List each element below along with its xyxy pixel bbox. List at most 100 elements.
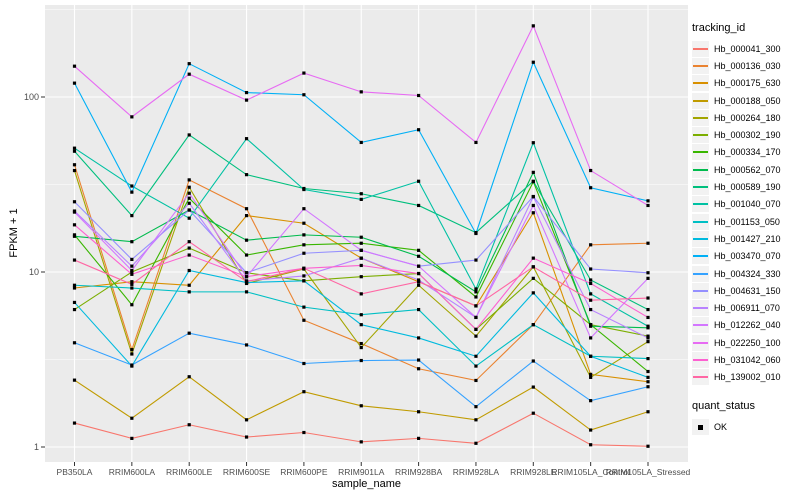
data-point: [646, 385, 650, 389]
data-point: [359, 140, 363, 145]
data-point: [589, 324, 593, 328]
data-point: [72, 163, 77, 167]
x-axis-title: sample_name: [331, 478, 402, 490]
legend-key-swatch: [692, 369, 709, 386]
legend-items: Hb_000041_300 Hb_000136_030 Hb_000175_630 H…: [692, 40, 800, 386]
data-point: [531, 291, 535, 295]
data-point: [589, 428, 593, 432]
data-point: [359, 256, 363, 260]
legend-key-line-icon: [693, 116, 708, 119]
legend-item-label: Hb_000334_170: [714, 147, 781, 158]
legend-key-line-icon: [693, 376, 708, 379]
data-point: [187, 268, 191, 273]
data-point: [417, 271, 421, 276]
data-point: [130, 264, 134, 268]
data-point: [72, 149, 77, 153]
legend-item-label: Hb_000264_180: [714, 112, 781, 123]
data-point: [244, 214, 249, 218]
legend-item-label: Hb_000188_050: [714, 95, 781, 106]
legend-key-swatch: [692, 109, 709, 126]
x-tick-label: RRIM928LE: [510, 467, 557, 477]
data-point: [646, 336, 650, 340]
legend-key-swatch: [692, 40, 709, 57]
data-point: [589, 278, 593, 282]
data-point: [187, 253, 191, 257]
data-point: [417, 358, 421, 362]
data-point: [244, 418, 249, 422]
legend-key-swatch: [692, 144, 709, 161]
data-point: [130, 303, 134, 307]
data-point: [244, 271, 249, 275]
data-point: [72, 64, 77, 68]
data-point: [130, 286, 134, 290]
data-point: [589, 243, 593, 247]
legend-key-line-icon: [693, 186, 708, 189]
legend-item-Hb_000041_300: Hb_000041_300: [692, 40, 800, 57]
legend-item-label: Hb_000041_300: [714, 43, 781, 54]
legend-key-line-icon: [693, 134, 708, 137]
data-point: [187, 240, 191, 244]
y-tick-label: 100: [24, 92, 39, 102]
data-point: [474, 327, 478, 331]
legend-item-Hb_001427_210: Hb_001427_210: [692, 230, 800, 247]
x-tick-label: RRIM600SE: [223, 467, 271, 477]
quant-ok-key-swatch: [692, 418, 709, 435]
data-point: [302, 318, 306, 322]
legend-item-Hb_022250_100: Hb_022250_100: [692, 334, 800, 351]
legend-key-swatch: [692, 282, 709, 299]
data-point: [474, 258, 478, 262]
data-point: [187, 331, 191, 335]
data-point: [474, 231, 478, 236]
data-point: [72, 307, 77, 312]
data-point: [244, 98, 249, 102]
data-point: [244, 280, 249, 284]
data-point: [187, 423, 191, 427]
legend-key-line-icon: [693, 255, 708, 258]
legend-item-Hb_001040_070: Hb_001040_070: [692, 196, 800, 213]
data-point: [302, 305, 306, 309]
legend-key-swatch: [692, 92, 709, 109]
data-point: [187, 290, 191, 294]
data-point: [244, 137, 249, 141]
legend-key-swatch: [692, 127, 709, 144]
data-point: [646, 369, 650, 374]
data-point: [72, 283, 77, 287]
data-point: [417, 93, 421, 98]
data-point: [130, 257, 134, 262]
legend-key-swatch: [692, 265, 709, 282]
data-point: [130, 115, 134, 119]
data-point: [72, 421, 77, 425]
data-point: [359, 197, 363, 201]
legend-key-line-icon: [693, 203, 708, 206]
data-point: [302, 221, 306, 225]
legend-item-label: Hb_000562_070: [714, 164, 781, 175]
data-point: [130, 268, 134, 273]
legend-key-line-icon: [693, 289, 708, 292]
data-point: [474, 315, 478, 320]
legend-key-line-icon: [693, 237, 708, 240]
legend-key-line-icon: [693, 272, 708, 275]
data-point: [359, 313, 363, 317]
data-point: [474, 304, 478, 308]
legend-key-swatch: [692, 300, 709, 317]
legend-item-label: Hb_001427_210: [714, 233, 781, 244]
data-point: [72, 258, 77, 262]
data-point: [130, 272, 134, 276]
panel-background: [45, 5, 688, 462]
data-point: [417, 248, 421, 252]
data-point: [359, 241, 363, 245]
data-point: [72, 168, 77, 173]
data-point: [302, 233, 306, 237]
data-point: [187, 196, 191, 200]
data-point: [474, 290, 478, 294]
x-tick-label: RRIM600LE: [166, 467, 213, 477]
data-point: [187, 178, 191, 182]
data-point: [130, 214, 134, 218]
data-point: [589, 168, 593, 173]
data-point: [531, 179, 535, 183]
data-point: [130, 282, 134, 286]
data-point: [359, 358, 363, 363]
data-point: [531, 265, 535, 269]
data-point: [474, 364, 478, 368]
